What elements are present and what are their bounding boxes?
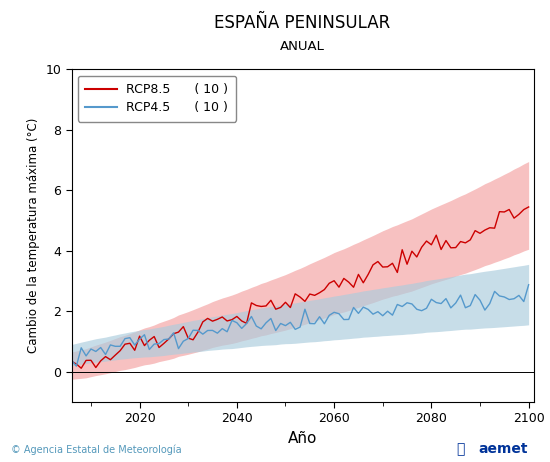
Text: ESPAÑA PENINSULAR: ESPAÑA PENINSULAR [214, 14, 390, 32]
Text: © Agencia Estatal de Meteorología: © Agencia Estatal de Meteorología [11, 444, 182, 455]
X-axis label: Año: Año [288, 431, 317, 446]
Y-axis label: Cambio de la temperatura máxima (°C): Cambio de la temperatura máxima (°C) [26, 118, 40, 353]
Text: ⛅: ⛅ [456, 443, 465, 456]
Text: ANUAL: ANUAL [280, 40, 325, 53]
Text: aemet: aemet [478, 443, 528, 456]
Legend: RCP8.5      ( 10 ), RCP4.5      ( 10 ): RCP8.5 ( 10 ), RCP4.5 ( 10 ) [78, 76, 236, 122]
